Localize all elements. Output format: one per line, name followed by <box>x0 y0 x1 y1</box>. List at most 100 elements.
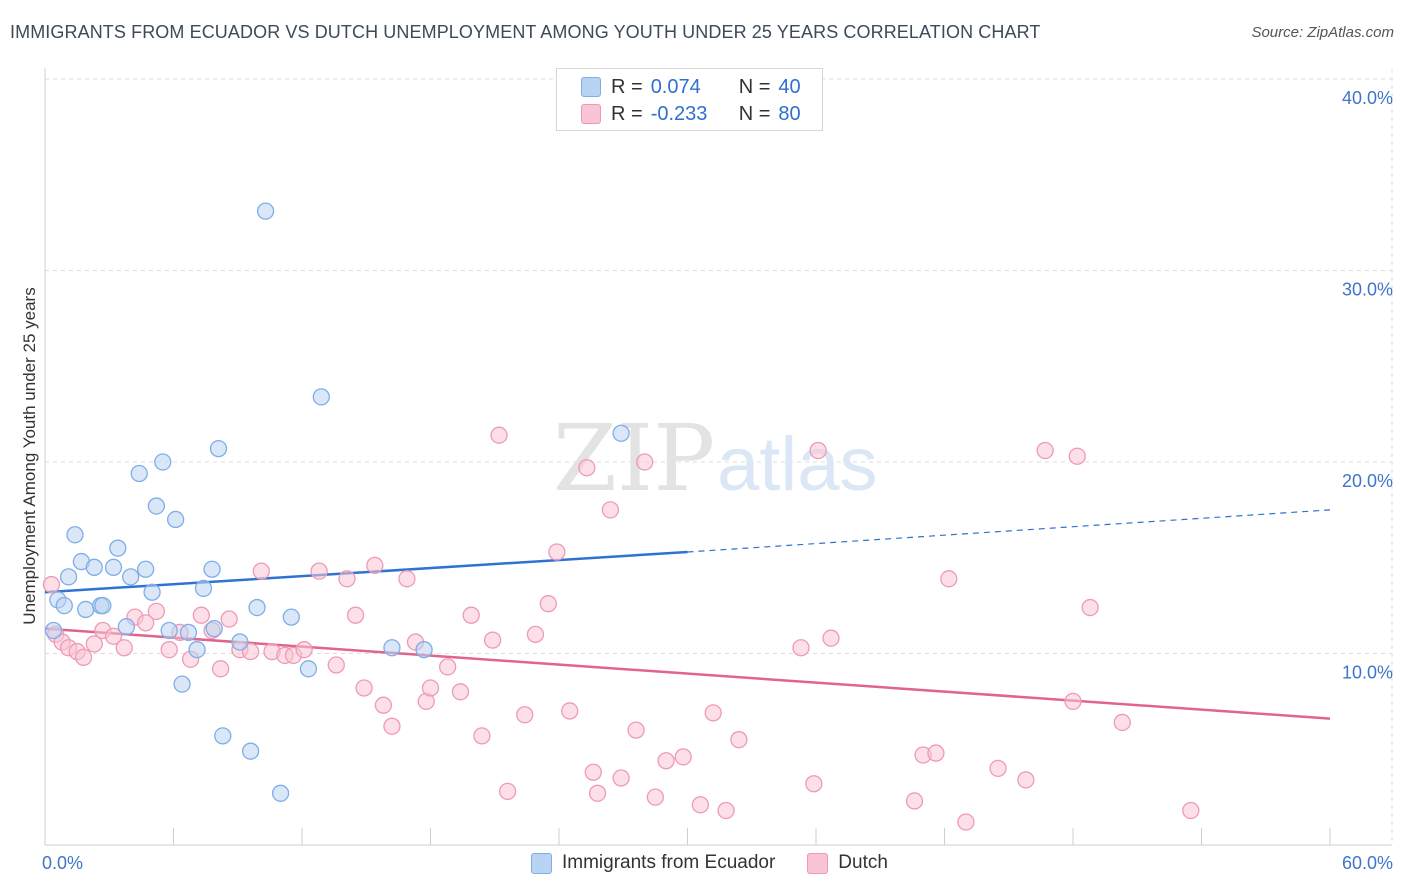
dutch-point <box>85 635 103 653</box>
ecuador-point <box>59 568 78 586</box>
dutch-point <box>561 702 579 720</box>
dutch-point <box>1182 801 1200 820</box>
dutch-point <box>295 641 313 659</box>
legend-item-dutch[interactable]: Dutch <box>807 852 888 874</box>
source-label: Source: ZipAtlas.com <box>1251 24 1394 41</box>
watermark-atlas: atlas <box>717 422 878 507</box>
dutch-point <box>822 629 840 647</box>
ecuador-point <box>383 639 401 657</box>
dutch-trend-line <box>44 627 1331 720</box>
dutch-point <box>438 658 457 676</box>
ecuador-point <box>271 784 290 802</box>
n-value: 80 <box>778 102 801 125</box>
r-value: 0.074 <box>650 75 701 98</box>
y-tick-label: 20.0% <box>1342 471 1393 491</box>
n-value: 40 <box>778 75 801 98</box>
ecuador-point <box>66 526 84 544</box>
watermark: ZIP atlas <box>553 405 878 512</box>
dutch-point <box>548 543 566 561</box>
dutch-point <box>398 570 416 588</box>
dutch-point <box>927 744 945 762</box>
ecuador-point <box>85 558 103 576</box>
ecuador-point <box>160 621 178 640</box>
dutch-point <box>451 683 470 701</box>
n-label: N = <box>738 102 771 125</box>
dutch-point <box>1017 771 1035 789</box>
dutch-point <box>989 759 1007 778</box>
ecuador-point <box>137 560 155 578</box>
dutch-point <box>940 570 958 588</box>
tick-labels: 10.0% 20.0% 30.0% 40.0% 0.0% 60.0% <box>42 88 1393 873</box>
legend-item-ecuador[interactable]: Immigrants from Ecuador <box>531 852 775 874</box>
dutch-point <box>137 614 155 632</box>
y-tick-label: 40.0% <box>1342 88 1393 108</box>
y-tick-label: 30.0% <box>1342 280 1393 300</box>
dutch-point <box>601 501 620 519</box>
n-label: N = <box>738 75 771 98</box>
ecuador-point <box>109 539 127 557</box>
trend-lines <box>44 509 1331 720</box>
dutch-point <box>252 562 270 580</box>
series-legend: Immigrants from Ecuador Dutch <box>531 852 920 874</box>
dutch-point <box>704 704 722 722</box>
dutch-point <box>1068 447 1086 465</box>
ecuador-point <box>94 596 112 615</box>
ecuador-point <box>154 453 172 471</box>
y-axis-label: Unemployment Among Youth under 25 years <box>20 287 39 624</box>
dutch-point <box>905 792 924 810</box>
ecuador-point <box>299 660 318 678</box>
dutch-point <box>374 696 393 714</box>
dutch-point <box>366 556 384 575</box>
dutch-point <box>310 562 328 580</box>
dutch-point <box>473 727 491 745</box>
legend-label-ecuador: Immigrants from Ecuador <box>562 852 776 873</box>
ecuador-point <box>77 600 95 619</box>
data-points <box>42 202 1200 831</box>
axes <box>44 68 1392 846</box>
ecuador-point <box>248 598 266 617</box>
dutch-point <box>717 801 735 820</box>
dutch-point <box>957 813 975 831</box>
dutch-point <box>578 459 596 477</box>
x-tick-label: 60.0% <box>1342 853 1393 873</box>
ecuador-point <box>231 633 249 651</box>
watermark-zip: ZIP <box>553 405 715 512</box>
dutch-point <box>346 606 365 624</box>
dutch-point <box>498 782 517 801</box>
dutch-point <box>462 606 480 624</box>
dutch-point <box>1036 441 1054 460</box>
ecuador-point <box>130 464 148 483</box>
dutch-point <box>1064 692 1082 711</box>
dutch-point <box>160 641 178 659</box>
dutch-point <box>483 631 502 649</box>
legend-swatch-pink <box>581 104 601 124</box>
dutch-point <box>805 775 823 793</box>
ecuador-point <box>104 558 123 576</box>
ecuador-point <box>214 727 232 745</box>
dutch-point <box>674 748 692 766</box>
ecuador-point <box>612 424 630 442</box>
ecuador-point <box>147 497 166 515</box>
legend-swatch-pink <box>807 852 829 874</box>
legend-label-dutch: Dutch <box>838 852 888 873</box>
dutch-point <box>1081 598 1099 617</box>
dutch-point <box>220 610 238 628</box>
dutch-point <box>584 763 602 781</box>
dutch-point <box>147 602 166 621</box>
ecuador-trend-extension <box>687 509 1331 553</box>
dutch-point <box>516 706 534 724</box>
dutch-point <box>211 660 230 678</box>
dutch-point <box>809 441 827 460</box>
dutch-point <box>730 731 748 749</box>
ecuador-point <box>143 583 161 601</box>
ecuador-point <box>203 560 221 578</box>
dutch-point <box>526 625 545 643</box>
dutch-point <box>490 426 508 444</box>
dutch-point <box>627 721 645 739</box>
ecuador-point <box>188 641 206 659</box>
legend-row-dutch: R = -0.233 N = 80 <box>581 102 801 126</box>
r-value: -0.233 <box>650 102 708 125</box>
ecuador-point <box>179 623 198 642</box>
dutch-point <box>646 788 665 806</box>
